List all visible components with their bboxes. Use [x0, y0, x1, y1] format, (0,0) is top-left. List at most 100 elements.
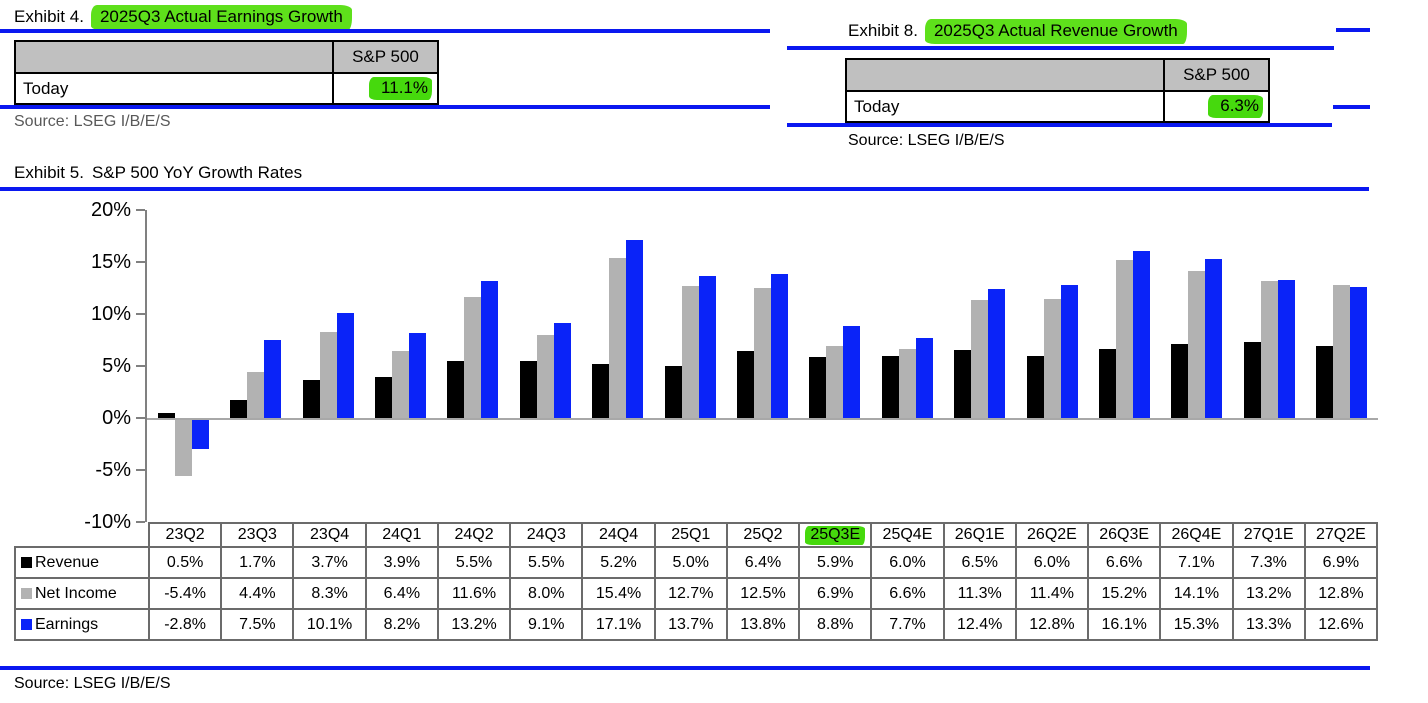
- bar-chart-plot-area: 20% 15% 10% 5% 0% -5% -10%: [84, 199, 1378, 533]
- growth-table-row-earnings: Earnings -2.8% 7.5% 10.1% 8.2% 13.2% 9.1% 17.1%…: [14, 608, 1379, 641]
- bar-revenue-26Q2E: [1026, 355, 1044, 418]
- bar-net-income-24Q3: [536, 334, 554, 418]
- bar-earnings-23Q2: [191, 420, 209, 450]
- value-cell-net-income-23Q2: -5.4%: [147, 577, 223, 610]
- bar-net-income-24Q1: [391, 351, 409, 418]
- value-cell-earnings-25Q2: 13.8%: [725, 608, 801, 641]
- bar-earnings-24Q4: [626, 240, 644, 418]
- exhibit4-table-col-header: S&P 500: [332, 40, 439, 74]
- exhibit4-title-highlight: 2025Q3 Actual Earnings Growth: [90, 5, 352, 30]
- y-axis-label: -10%: [84, 511, 131, 533]
- value-cell-revenue-24Q1: 3.9%: [364, 546, 439, 579]
- bar-net-income-25Q3E: [826, 346, 844, 418]
- bar-net-income-26Q1E: [971, 300, 989, 418]
- value-cell-net-income-23Q4: 8.3%: [292, 577, 367, 610]
- bar-net-income-25Q1: [681, 285, 699, 418]
- value-cell-revenue-25Q1: 5.0%: [653, 546, 728, 579]
- exhibit4-label: Exhibit 4.: [14, 7, 84, 26]
- value-cell-net-income-26Q4E: 14.1%: [1159, 577, 1234, 610]
- bar-net-income-23Q4: [319, 331, 337, 418]
- y-axis-label: 20%: [90, 199, 131, 221]
- value-cell-revenue-26Q1E: 6.5%: [942, 546, 1017, 579]
- bar-net-income-23Q3: [247, 372, 265, 418]
- exhibit5-title-text: S&P 500 YoY Growth Rates: [91, 163, 303, 182]
- exhibit4-source: Source: LSEG I/B/E/S: [14, 113, 171, 130]
- quarter-header-26Q3E: 26Q3E: [1087, 522, 1162, 548]
- value-cell-net-income-23Q3: 4.4%: [220, 577, 295, 610]
- bar-net-income-23Q2: [174, 420, 192, 477]
- bar-earnings-24Q1: [408, 332, 426, 418]
- bar-revenue-23Q3: [230, 400, 248, 418]
- value-cell-net-income-25Q4E: 6.6%: [870, 577, 945, 610]
- exhibit4-table-corner-cell: [14, 40, 334, 74]
- bar-earnings-23Q4: [336, 312, 354, 418]
- quarter-header-27Q1E: 27Q1E: [1231, 522, 1306, 548]
- exhibit8-title-highlight: 2025Q3 Actual Revenue Growth: [924, 19, 1187, 44]
- growth-table-row-net-income: Net Income -5.4% 4.4% 8.3% 6.4% 11.6% 8.0% 15.4…: [14, 577, 1379, 610]
- bar-net-income-24Q2: [464, 297, 482, 418]
- y-axis-label: -5%: [95, 459, 131, 481]
- value-cell-earnings-26Q2E: 12.8%: [1014, 608, 1090, 641]
- quarter-header-23Q2: 23Q2: [147, 522, 223, 548]
- value-cell-earnings-25Q3E: 8.8%: [798, 608, 873, 641]
- bar-revenue-23Q2: [157, 412, 175, 418]
- value-cell-net-income-26Q2E: 11.4%: [1014, 577, 1090, 610]
- bar-net-income-26Q4E: [1188, 271, 1206, 418]
- bar-revenue-27Q1E: [1243, 342, 1261, 418]
- value-cell-earnings-27Q1E: 13.3%: [1231, 608, 1306, 641]
- value-cell-earnings-25Q1: 13.7%: [653, 608, 728, 641]
- value-cell-revenue-26Q2E: 6.0%: [1014, 546, 1090, 579]
- series-label: Earnings: [35, 615, 99, 633]
- quarter-header-23Q3: 23Q3: [220, 522, 295, 548]
- rule-under-exhibit4-title: [0, 29, 770, 33]
- bar-net-income-27Q2E: [1333, 284, 1351, 418]
- bar-earnings-24Q3: [553, 323, 571, 418]
- y-axis-tick: [136, 417, 145, 419]
- exhibit4-table-row-label: Today: [14, 72, 334, 105]
- y-axis-tick: [136, 261, 145, 263]
- quarter-header-26Q4E: 26Q4E: [1159, 522, 1234, 548]
- bar-net-income-24Q4: [609, 257, 627, 418]
- quarter-header-24Q4: 24Q4: [581, 522, 656, 548]
- exhibit5-source: Source: LSEG I/B/E/S: [14, 675, 171, 692]
- y-axis-label: 5%: [102, 355, 131, 377]
- series-label-cell: Earnings: [14, 608, 150, 641]
- value-cell-net-income-27Q2E: 12.8%: [1303, 577, 1379, 610]
- bar-revenue-24Q4: [592, 363, 610, 418]
- series-label: Net Income: [35, 584, 117, 602]
- bar-revenue-26Q1E: [954, 350, 972, 418]
- value-cell-net-income-24Q2: 11.6%: [436, 577, 512, 610]
- y-axis-label: 10%: [90, 303, 131, 325]
- exhibit4-title: Exhibit 4. 2025Q3 Actual Earnings Growth: [14, 5, 352, 30]
- value-cell-earnings-23Q2: -2.8%: [147, 608, 223, 641]
- growth-data-table: 23Q2 23Q3 23Q4 24Q1 24Q2 24Q3 24Q4 25Q1 25Q2 25Q3…: [14, 522, 1379, 641]
- quarter-header-24Q2: 24Q2: [436, 522, 512, 548]
- value-cell-revenue-25Q2: 6.4%: [725, 546, 801, 579]
- value-cell-revenue-27Q1E: 7.3%: [1231, 546, 1306, 579]
- value-cell-revenue-24Q4: 5.2%: [581, 546, 656, 579]
- rule-fragment-top-right: [1336, 28, 1370, 32]
- value-cell-revenue-25Q3E: 5.9%: [798, 546, 873, 579]
- quarter-header-25Q2: 25Q2: [725, 522, 801, 548]
- bar-revenue-24Q1: [374, 377, 392, 418]
- value-cell-revenue-25Q4E: 6.0%: [870, 546, 945, 579]
- series-label: Revenue: [35, 553, 100, 571]
- value-cell-earnings-23Q4: 10.1%: [292, 608, 367, 641]
- series-label-cell: Revenue: [14, 546, 150, 579]
- value-cell-earnings-26Q1E: 12.4%: [942, 608, 1017, 641]
- quarter-header-26Q1E: 26Q1E: [942, 522, 1017, 548]
- quarter-header-25Q1: 25Q1: [653, 522, 728, 548]
- bar-earnings-26Q1E: [988, 289, 1006, 418]
- value-cell-net-income-26Q1E: 11.3%: [942, 577, 1017, 610]
- bar-earnings-26Q3E: [1133, 250, 1151, 418]
- bar-net-income-27Q1E: [1260, 280, 1278, 418]
- value-cell-net-income-24Q3: 8.0%: [509, 577, 584, 610]
- bar-earnings-26Q4E: [1205, 258, 1223, 418]
- series-label-cell: Net Income: [14, 577, 150, 610]
- bar-earnings-25Q4E: [915, 337, 933, 418]
- value-cell-earnings-24Q3: 9.1%: [509, 608, 584, 641]
- value-cell-earnings-24Q1: 8.2%: [364, 608, 439, 641]
- quarter-header-27Q2E: 27Q2E: [1303, 522, 1379, 548]
- quarter-header-24Q3: 24Q3: [509, 522, 584, 548]
- exhibit8-label: Exhibit 8.: [848, 21, 918, 40]
